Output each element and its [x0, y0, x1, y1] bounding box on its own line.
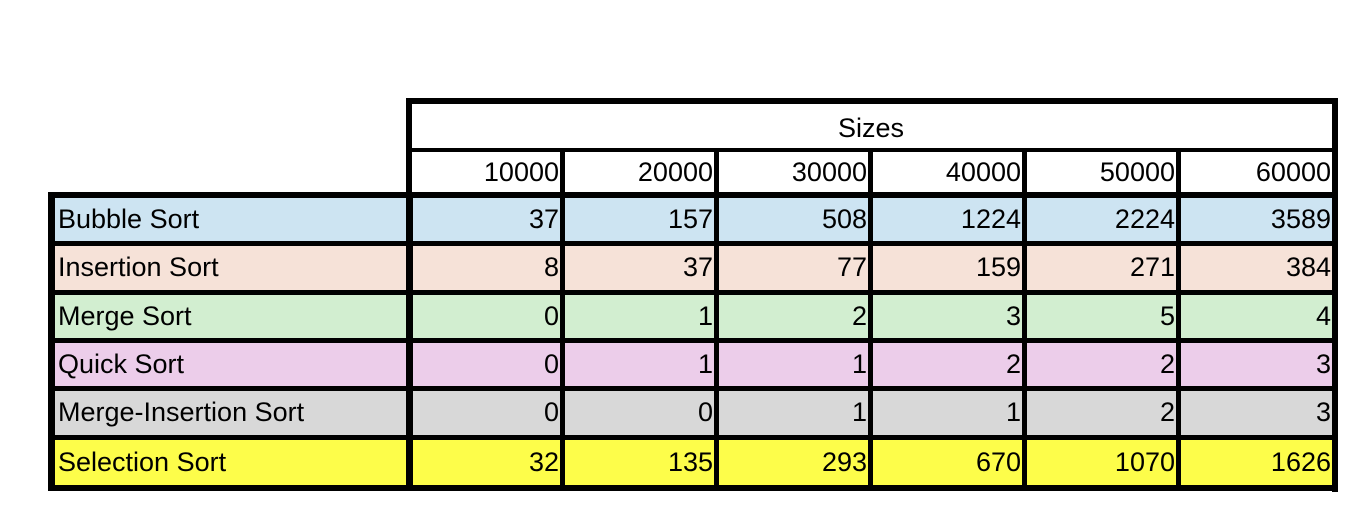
- grid-line: [1332, 98, 1338, 492]
- value-cell: 3: [1315, 348, 1331, 379]
- sizes-header: Sizes: [837, 112, 905, 143]
- grid-line: [48, 192, 1338, 198]
- grid-line: [48, 241, 1338, 246]
- value-cell: 2: [1159, 348, 1175, 379]
- size-column-header: 10000: [483, 157, 559, 187]
- value-cell: 159: [975, 252, 1021, 282]
- value-cell: 157: [667, 203, 713, 234]
- value-cell: 508: [821, 203, 867, 234]
- algorithm-label: Selection Sort: [58, 447, 227, 477]
- value-cell: 384: [1285, 252, 1331, 282]
- grid-line: [48, 290, 1338, 295]
- algorithm-label: Bubble Sort: [58, 203, 200, 234]
- grid-line: [1176, 150, 1181, 490]
- algorithm-label: Quick Sort: [58, 348, 185, 379]
- value-cell: 1: [851, 397, 867, 427]
- value-cell: 670: [975, 447, 1021, 477]
- value-cell: 1: [697, 348, 713, 379]
- value-cell: 1: [1005, 397, 1021, 427]
- table-row: [50, 195, 1334, 243]
- grid-line: [48, 485, 1338, 491]
- algorithm-label: Merge-Insertion Sort: [58, 397, 305, 427]
- value-cell: 2224: [1114, 203, 1175, 234]
- value-cell: 1224: [960, 203, 1021, 234]
- value-cell: 5: [1159, 300, 1175, 331]
- grid-line: [48, 386, 1338, 391]
- value-cell: 3: [1005, 300, 1021, 331]
- value-cell: 77: [836, 252, 867, 282]
- grid-line: [868, 150, 873, 490]
- value-cell: 37: [528, 203, 559, 234]
- table-row: [50, 340, 1334, 388]
- value-cell: 271: [1129, 252, 1175, 282]
- algorithm-label: Insertion Sort: [58, 252, 219, 282]
- value-cell: 0: [697, 397, 713, 427]
- size-column-header: 60000: [1255, 157, 1331, 187]
- value-cell: 2: [1005, 348, 1021, 379]
- grid-line: [560, 150, 565, 490]
- grid-line: [48, 338, 1338, 343]
- table-row: [50, 243, 1334, 292]
- value-cell: 0: [543, 348, 559, 379]
- value-cell: 1: [697, 300, 713, 331]
- grid-line: [406, 98, 1338, 104]
- value-cell: 37: [682, 252, 713, 282]
- value-cell: 3589: [1270, 203, 1331, 234]
- value-cell: 135: [667, 447, 713, 477]
- value-cell: 4: [1315, 300, 1331, 331]
- algorithm-label: Merge Sort: [58, 300, 192, 331]
- value-cell: 8: [543, 252, 559, 282]
- value-cell: 293: [821, 447, 867, 477]
- table-row: [50, 388, 1334, 437]
- size-column-header: 30000: [791, 157, 867, 187]
- table-row: [50, 437, 1334, 488]
- size-column-header: 20000: [637, 157, 713, 187]
- table-row: [50, 292, 1334, 340]
- grid-line: [406, 98, 412, 197]
- value-cell: 2: [851, 300, 867, 331]
- value-cell: 1626: [1270, 447, 1331, 477]
- grid-line: [48, 435, 1338, 440]
- value-cell: 3: [1315, 397, 1331, 427]
- value-cell: 1: [851, 348, 867, 379]
- grid-line: [714, 150, 719, 490]
- value-cell: 1070: [1114, 447, 1175, 477]
- value-cell: 32: [528, 447, 559, 477]
- size-column-header: 50000: [1099, 157, 1175, 187]
- size-column-header: 40000: [945, 157, 1021, 187]
- grid-line: [1022, 150, 1027, 490]
- value-cell: 0: [543, 300, 559, 331]
- value-cell: 0: [543, 397, 559, 427]
- value-cell: 2: [1159, 397, 1175, 427]
